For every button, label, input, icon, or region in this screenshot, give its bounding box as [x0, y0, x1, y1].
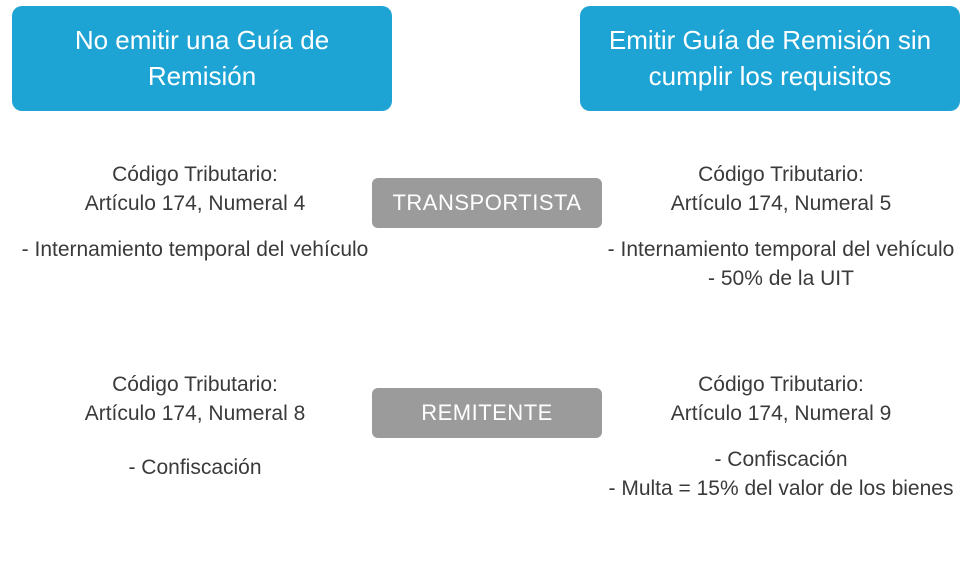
- law-line: Artículo 174, Numeral 4: [20, 189, 370, 218]
- penalty-item: - Internamiento temporal del vehículo: [606, 235, 956, 264]
- penalty-item: - Multa = 15% del valor de los bienes: [606, 474, 956, 503]
- law-line: Código Tributario:: [606, 160, 956, 189]
- penalty-item: - Confiscación: [606, 445, 956, 474]
- law-reference: Código Tributario: Artículo 174, Numeral…: [606, 160, 956, 219]
- cell-emitir-sin-requisitos-transportista: Código Tributario: Artículo 174, Numeral…: [606, 160, 956, 294]
- law-reference: Código Tributario: Artículo 174, Numeral…: [20, 160, 370, 219]
- penalty-item: - Confiscación: [20, 453, 370, 482]
- law-line: Código Tributario:: [20, 160, 370, 189]
- cell-no-emitir-remitente: Código Tributario: Artículo 174, Numeral…: [20, 370, 370, 482]
- law-reference: Código Tributario: Artículo 174, Numeral…: [606, 370, 956, 429]
- role-label-transportista: TRANSPORTISTA: [372, 178, 602, 228]
- penalty-list: - Internamiento temporal del vehículo - …: [606, 235, 956, 294]
- cell-no-emitir-transportista: Código Tributario: Artículo 174, Numeral…: [20, 160, 370, 264]
- law-line: Código Tributario:: [20, 370, 370, 399]
- penalty-list: - Confiscación - Multa = 15% del valor d…: [606, 445, 956, 504]
- law-line: Artículo 174, Numeral 9: [606, 399, 956, 428]
- cell-emitir-sin-requisitos-remitente: Código Tributario: Artículo 174, Numeral…: [606, 370, 956, 504]
- penalty-list: - Internamiento temporal del vehículo: [20, 235, 370, 264]
- law-reference: Código Tributario: Artículo 174, Numeral…: [20, 370, 370, 429]
- penalty-item: - 50% de la UIT: [606, 264, 956, 293]
- law-line: Artículo 174, Numeral 8: [20, 399, 370, 428]
- law-line: Artículo 174, Numeral 5: [606, 189, 956, 218]
- law-line: Código Tributario:: [606, 370, 956, 399]
- role-label-remitente: REMITENTE: [372, 388, 602, 438]
- penalty-list: - Confiscación: [20, 453, 370, 482]
- header-box-no-emitir: No emitir una Guía de Remisión: [12, 6, 392, 111]
- header-box-emitir-sin-requisitos: Emitir Guía de Remisión sin cumplir los …: [580, 6, 960, 111]
- penalty-item: - Internamiento temporal del vehículo: [20, 235, 370, 264]
